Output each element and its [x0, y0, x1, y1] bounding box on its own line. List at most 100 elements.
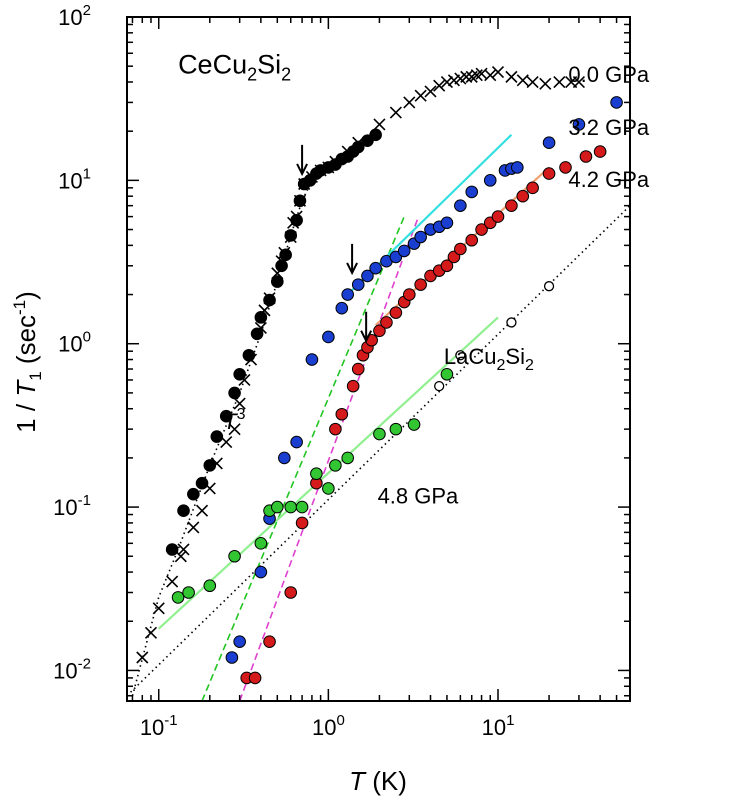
filled-point: [389, 422, 403, 436]
filled-point: [187, 487, 200, 501]
sample-label: CeCu2Si2: [178, 50, 291, 85]
open-point: [543, 281, 555, 292]
y-tick-label: 101: [58, 165, 91, 193]
filled-point: [341, 451, 354, 465]
plot-frame: [126, 16, 631, 702]
filled-point: [165, 543, 179, 556]
tick-labels: 10-1 100 101 10-2 10-1 100 101 102: [53, 2, 514, 740]
filled-point: [454, 242, 467, 256]
y-tick-label: 102: [58, 2, 91, 30]
filled-point: [248, 671, 262, 685]
filled-point: [242, 348, 256, 362]
filled-point: [290, 435, 303, 449]
pressure-label-3-2: 3.2 GPa: [568, 115, 649, 140]
filled-point: [346, 379, 360, 393]
series-1: [165, 128, 382, 556]
cross-point: [491, 66, 505, 79]
filled-point: [182, 586, 195, 599]
filled-point: [295, 500, 309, 514]
filled-point: [284, 229, 298, 242]
line-solid-6: [157, 316, 499, 630]
cross-point: [136, 651, 149, 664]
cross-point: [228, 423, 241, 436]
filled-point: [414, 278, 427, 291]
cross-point: [440, 75, 454, 89]
cross-point: [526, 75, 539, 89]
filled-point: [526, 181, 539, 195]
filled-point: [542, 136, 556, 150]
series-2: [225, 96, 623, 664]
filled-point: [203, 579, 217, 593]
cross-point: [433, 79, 446, 92]
cross-point: [572, 75, 586, 89]
line-dashed-3: [238, 216, 420, 701]
filled-point: [228, 549, 241, 563]
filled-point: [225, 651, 239, 664]
filled-point: [407, 418, 421, 431]
filled-point: [454, 199, 467, 212]
cross-point: [233, 397, 246, 410]
x-tick-label: 10-1: [140, 712, 178, 740]
power-law-label: T3: [223, 406, 245, 434]
filled-point: [275, 259, 288, 273]
filled-point: [195, 476, 209, 490]
filled-point: [369, 261, 382, 275]
filled-point: [491, 210, 505, 223]
filled-point: [171, 591, 185, 604]
filled-point: [278, 451, 291, 465]
filled-point: [572, 118, 586, 131]
filled-point: [177, 504, 190, 518]
x-axis-title: T (K): [349, 766, 407, 796]
series-5: [434, 281, 555, 392]
cross-point: [166, 575, 179, 588]
arrow: [346, 243, 358, 276]
cross-point: [516, 74, 529, 87]
filled-point: [414, 230, 427, 244]
filled-point: [271, 500, 284, 514]
filled-point: [203, 459, 217, 472]
filled-point: [305, 353, 319, 366]
filled-point: [284, 586, 298, 599]
filled-point: [373, 324, 386, 338]
x-tick-label: 101: [482, 712, 515, 740]
pressure-label-0-0: 0.0 GPa: [568, 62, 649, 87]
open-point: [434, 380, 445, 392]
cross-point: [373, 118, 386, 131]
filled-point: [254, 311, 268, 324]
filled-point: [389, 306, 403, 319]
cross-point: [553, 75, 566, 89]
y-tick-label: 100: [58, 329, 91, 357]
filled-point: [254, 537, 268, 550]
series-4: [171, 367, 454, 604]
filled-point: [351, 362, 365, 376]
filled-point: [279, 248, 292, 262]
filled-point: [290, 213, 303, 227]
filled-point: [263, 293, 276, 307]
filled-point: [483, 174, 497, 187]
filled-point: [593, 145, 607, 158]
fit-lines: [127, 134, 630, 701]
filled-point: [233, 367, 246, 381]
pressure-label-4-8: 4.8 GPa: [378, 484, 459, 509]
cross-point: [389, 106, 402, 119]
cross-point: [505, 70, 518, 83]
y-axis-title: 1 / T1 (sec-1): [10, 291, 45, 433]
filled-point: [511, 161, 524, 174]
filled-point: [579, 150, 593, 163]
filled-point: [271, 275, 284, 288]
filled-point: [228, 386, 241, 400]
filled-point: [351, 278, 365, 291]
pressure-label-4-2: 4.2 GPa: [568, 167, 649, 192]
cross-point: [177, 543, 190, 556]
filled-point: [369, 128, 382, 142]
cross-point: [484, 69, 497, 82]
filled-point: [335, 407, 349, 421]
filled-point: [475, 223, 488, 236]
filled-point: [559, 161, 572, 174]
data-markers: [136, 66, 623, 685]
filled-point: [505, 199, 518, 212]
cross-point: [144, 626, 158, 639]
filled-point: [295, 516, 309, 530]
arrows: [296, 144, 373, 343]
filled-point: [250, 327, 264, 341]
